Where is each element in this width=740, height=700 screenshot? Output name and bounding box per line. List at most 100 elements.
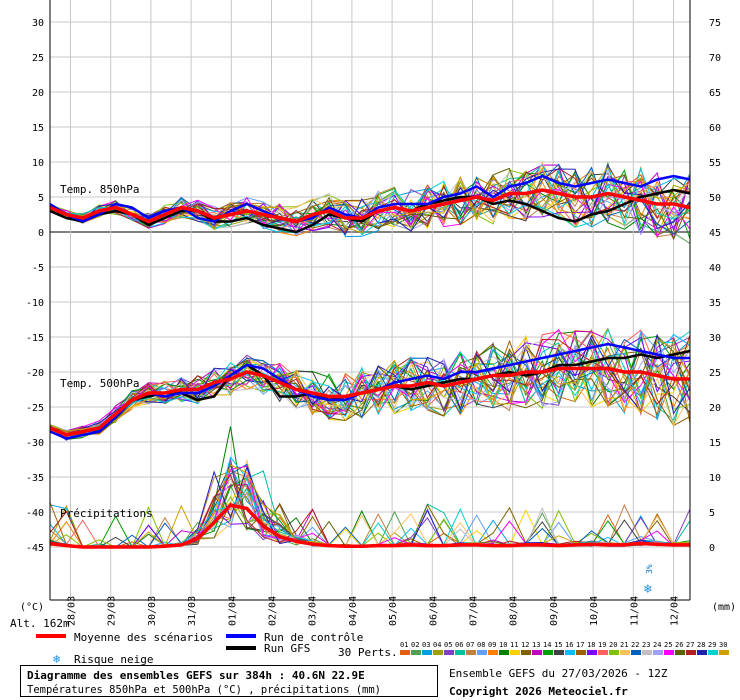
mean-line-precip bbox=[49, 503, 690, 549]
member-id: 01 bbox=[400, 641, 408, 649]
copyright: Copyright 2026 Meteociel.fr bbox=[449, 685, 628, 698]
member-id: 05 bbox=[444, 641, 452, 649]
member-swatch bbox=[422, 650, 432, 655]
x-tick-label: 29/03 bbox=[107, 596, 118, 626]
member-swatch bbox=[433, 650, 443, 655]
member-swatch bbox=[532, 650, 542, 655]
snow-risk-value: 3% bbox=[645, 564, 654, 574]
right-tick-label: 55 bbox=[709, 158, 721, 169]
legend-gfs-label: Run GFS bbox=[264, 642, 310, 655]
snow-risk-marker: 3% ❄ bbox=[643, 564, 654, 597]
run-info: Ensemble GEFS du 27/03/2026 - 12Z bbox=[449, 667, 668, 680]
left-tick-label: -25 bbox=[26, 403, 44, 414]
chart-axes: 302520151050-5-10-15-20-25-30-35-40-4575… bbox=[26, 0, 721, 626]
members-legend-title: 30 Perts. bbox=[338, 646, 398, 659]
x-tick-label: 09/04 bbox=[549, 596, 560, 626]
member-line-precip bbox=[49, 492, 691, 548]
member-id: 16 bbox=[565, 641, 573, 649]
member-swatch bbox=[631, 650, 641, 655]
x-tick-label: 06/04 bbox=[428, 596, 439, 626]
member-id: 21 bbox=[620, 641, 628, 649]
label-t500: Temp. 500hPa bbox=[60, 377, 139, 390]
member-swatch bbox=[554, 650, 564, 655]
x-tick-label: 02/04 bbox=[268, 596, 279, 626]
left-tick-label: 5 bbox=[38, 193, 44, 204]
right-tick-label: 5 bbox=[709, 508, 715, 519]
left-tick-label: -40 bbox=[26, 508, 44, 519]
member-swatch bbox=[576, 650, 586, 655]
footer-title: Diagramme des ensembles GEFS sur 384h : … bbox=[27, 669, 365, 682]
member-swatch bbox=[708, 650, 718, 655]
right-tick-label: 45 bbox=[709, 228, 721, 239]
member-id: 28 bbox=[697, 641, 705, 649]
member-swatch bbox=[455, 650, 465, 655]
left-tick-label: 0 bbox=[38, 228, 44, 239]
member-id: 07 bbox=[466, 641, 474, 649]
right-tick-label: 20 bbox=[709, 403, 721, 414]
left-tick-label: -20 bbox=[26, 368, 44, 379]
member-id: 06 bbox=[455, 641, 463, 649]
member-swatch bbox=[477, 650, 487, 655]
member-id: 03 bbox=[422, 641, 430, 649]
legend-mean-label: Moyenne des scénarios bbox=[74, 631, 213, 644]
member-swatch bbox=[642, 650, 652, 655]
right-tick-label: 60 bbox=[709, 123, 721, 134]
member-swatch bbox=[675, 650, 685, 655]
right-tick-label: 10 bbox=[709, 473, 721, 484]
member-id: 10 bbox=[499, 641, 507, 649]
member-id: 02 bbox=[411, 641, 419, 649]
member-swatch bbox=[521, 650, 531, 655]
member-id: 09 bbox=[488, 641, 496, 649]
right-axis-unit: (mm) bbox=[712, 602, 736, 613]
left-tick-label: 20 bbox=[32, 88, 44, 99]
right-tick-label: 15 bbox=[709, 438, 721, 449]
left-tick-label: -35 bbox=[26, 473, 44, 484]
x-tick-label: 07/04 bbox=[469, 596, 480, 626]
label-t850: Temp. 850hPa bbox=[60, 183, 139, 196]
left-tick-label: -30 bbox=[26, 438, 44, 449]
x-tick-label: 31/03 bbox=[187, 596, 198, 626]
right-tick-label: 30 bbox=[709, 333, 721, 344]
member-swatch bbox=[510, 650, 520, 655]
x-tick-label: 10/04 bbox=[589, 596, 600, 626]
member-id: 20 bbox=[609, 641, 617, 649]
x-tick-label: 11/04 bbox=[629, 596, 640, 626]
member-id: 11 bbox=[510, 641, 518, 649]
right-tick-label: 65 bbox=[709, 88, 721, 99]
footer-title-box: Diagramme des ensembles GEFS sur 384h : … bbox=[20, 665, 438, 697]
x-tick-label: 08/04 bbox=[509, 596, 520, 626]
member-swatch bbox=[411, 650, 421, 655]
member-id: 04 bbox=[433, 641, 441, 649]
member-id: 08 bbox=[477, 641, 485, 649]
x-tick-label: 28/03 bbox=[67, 596, 78, 626]
snowflake-icon: ❄ bbox=[643, 582, 652, 597]
left-tick-label: -15 bbox=[26, 333, 44, 344]
members-legend: 01 02 03 04 05 06 07 08 09 10 11 12 13 14 15 16 17 18 19 20… bbox=[400, 641, 729, 655]
member-swatch bbox=[543, 650, 553, 655]
member-line-t850 bbox=[49, 164, 691, 236]
member-id: 14 bbox=[543, 641, 551, 649]
member-swatch bbox=[466, 650, 476, 655]
member-id: 17 bbox=[576, 641, 584, 649]
member-swatch bbox=[400, 650, 410, 655]
member-swatch bbox=[609, 650, 619, 655]
label-precip: Précipitations bbox=[60, 507, 153, 520]
legend-control-label: Run de contrôle bbox=[264, 631, 363, 644]
x-tick-label: 30/03 bbox=[147, 596, 158, 626]
member-id: 15 bbox=[554, 641, 562, 649]
left-tick-label: -10 bbox=[26, 298, 44, 309]
member-swatch bbox=[587, 650, 597, 655]
member-id: 22 bbox=[631, 641, 639, 649]
member-id: 18 bbox=[587, 641, 595, 649]
chart-grid bbox=[50, 0, 690, 600]
right-tick-label: 35 bbox=[709, 298, 721, 309]
member-id: 27 bbox=[686, 641, 694, 649]
member-id: 12 bbox=[521, 641, 529, 649]
right-tick-label: 75 bbox=[709, 18, 721, 29]
mean-line-t500 bbox=[49, 366, 690, 437]
x-tick-label: 04/04 bbox=[348, 596, 359, 626]
left-tick-label: 15 bbox=[32, 123, 44, 134]
left-tick-label: 30 bbox=[32, 18, 44, 29]
left-tick-label: 10 bbox=[32, 158, 44, 169]
